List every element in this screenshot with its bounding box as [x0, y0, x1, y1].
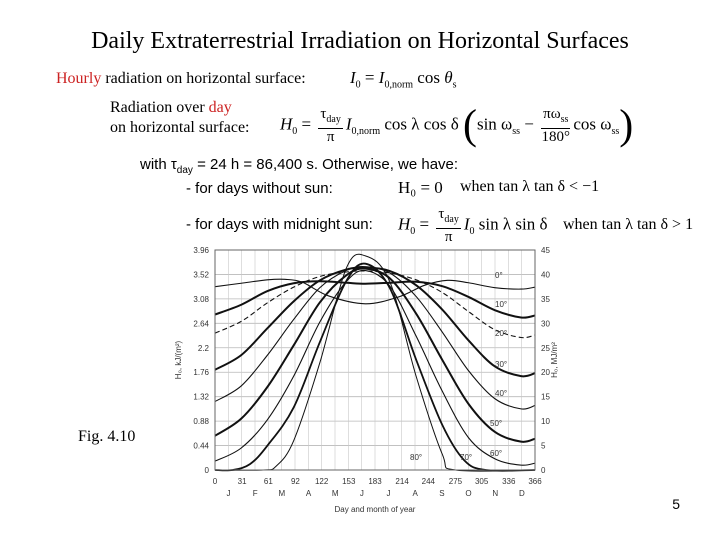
month-label: A — [413, 489, 419, 498]
y-left-tick-label: 0.88 — [193, 417, 209, 426]
x-tick-label: 0 — [213, 477, 218, 486]
chart-axes: 0° 10° 20° 30° 40° 50° 60° 70° 80° 0 0.44 0.88 1.32 1… — [174, 246, 559, 514]
y-right-tick-label: 45 — [541, 246, 550, 255]
y-left-tick-label: 2.2 — [198, 344, 210, 353]
x-tick-label: 153 — [342, 477, 356, 486]
x-tick-label: 183 — [368, 477, 382, 486]
y-right-tick-label: 35 — [541, 295, 550, 304]
y-right-tick-label: 5 — [541, 442, 546, 451]
y-left-tick-label: 3.08 — [193, 295, 209, 304]
figure-label: Fig. 4.10 — [78, 428, 136, 445]
y-axis-title-right: H₀, MJ/m² — [550, 342, 559, 378]
series-label-70: 70° — [460, 453, 472, 462]
hourly-label-rest: radiation on horizontal surface: — [101, 70, 306, 87]
series-label-50: 50° — [490, 419, 502, 428]
without-sun-label: - for days without sun: — [186, 180, 333, 197]
without-sun-condition: when tan λ tan δ < −1 — [460, 178, 600, 195]
day-label-line2: on horizontal surface: — [110, 119, 250, 136]
x-tick-label: 61 — [264, 477, 273, 486]
series-line-10 — [214, 280, 536, 319]
chart-grid — [214, 249, 536, 471]
irradiation-chart: 0° 10° 20° 30° 40° 50° 60° 70° 80° 0 0.44 0.88 1.32 1… — [174, 246, 559, 514]
series-label-60: 60° — [490, 449, 502, 458]
series-label-30: 30° — [495, 360, 507, 369]
y-left-tick-label: 0 — [205, 466, 210, 475]
hourly-label: Hourly radiation on horizontal surface: — [56, 70, 306, 88]
y-right-tick-label: 40 — [541, 270, 550, 279]
page-number: 5 — [672, 496, 680, 512]
chart-series — [214, 253, 536, 472]
series-label-80: 80° — [410, 453, 422, 462]
hourly-equation: I0 = I0,norm cos θs — [350, 68, 457, 91]
x-tick-label: 214 — [395, 477, 409, 486]
month-label: D — [519, 489, 525, 498]
without-sun-equation: H₀ = 0 — [398, 178, 443, 197]
y-right-tick-label: 30 — [541, 319, 550, 328]
series-label-10: 10° — [495, 300, 507, 309]
x-tick-label: 31 — [238, 477, 247, 486]
y-left-tick-label: 0.44 — [193, 442, 209, 451]
month-label: S — [439, 489, 444, 498]
month-label: N — [492, 489, 498, 498]
series-label-40: 40° — [495, 389, 507, 398]
hourly-highlight: Hourly — [56, 70, 102, 87]
x-tick-label: 305 — [475, 477, 489, 486]
month-label: F — [253, 489, 258, 498]
month-label: J — [360, 489, 364, 498]
month-label: J — [387, 489, 391, 498]
y-right-tick-label: 10 — [541, 417, 550, 426]
midnight-sun-equation: H0 = τday π I0 sin λ sin δ — [398, 206, 548, 245]
day-label-highlight: day — [208, 99, 232, 116]
series-line-70 — [214, 262, 536, 472]
y-right-tick-label: 15 — [541, 393, 550, 402]
y-right-tick-label: 25 — [541, 344, 550, 353]
daily-equation: H0 = τday π I0,norm cos λ cos δ (sin ωss −… — [280, 102, 634, 149]
series-label-0: 0° — [495, 271, 503, 280]
y-left-tick-label: 2.64 — [193, 319, 209, 328]
midnight-sun-condition: when tan λ tan δ > 1 — [563, 216, 694, 233]
x-tick-label: 244 — [422, 477, 436, 486]
y-right-tick-label: 20 — [541, 368, 550, 377]
y-axis-title-left: H₀, kJ/(m²) — [174, 340, 183, 379]
y-left-tick-label: 3.96 — [193, 246, 209, 255]
midnight-sun-label: - for days with midnight sun: — [186, 216, 373, 233]
series-line-80 — [214, 253, 536, 472]
day-label-pre: Radiation over — [110, 99, 209, 116]
y-left-tick-label: 1.32 — [193, 393, 209, 402]
series-line-60 — [214, 269, 536, 466]
month-label: M — [279, 489, 286, 498]
x-tick-label: 275 — [449, 477, 463, 486]
x-tick-label: 366 — [528, 477, 542, 486]
month-label: A — [306, 489, 312, 498]
y-left-tick-label: 3.52 — [193, 270, 209, 279]
with-text: with τday = 24 h = 86,400 s. Otherwise, … — [140, 156, 459, 176]
with-text-a: with τ — [140, 156, 177, 173]
x-tick-label: 122 — [315, 477, 329, 486]
with-text-b: = 24 h = 86,400 s. Otherwise, we have: — [192, 156, 459, 173]
x-tick-label: 92 — [291, 477, 300, 486]
y-right-tick-label: 0 — [541, 466, 546, 475]
month-label: J — [227, 489, 231, 498]
x-axis-title: Day and month of year — [335, 505, 416, 514]
series-line-40 — [214, 265, 536, 410]
x-tick-label: 336 — [502, 477, 516, 486]
month-label: O — [465, 489, 471, 498]
plot-frame — [214, 249, 536, 471]
day-label: Radiation over day on horizontal surface… — [110, 98, 250, 138]
y-left-tick-label: 1.76 — [193, 368, 209, 377]
month-label: M — [332, 489, 339, 498]
series-label-20: 20° — [495, 329, 507, 338]
series-line-0 — [214, 278, 536, 305]
page-title: Daily Extraterrestrial Irradiation on Ho… — [91, 28, 629, 54]
